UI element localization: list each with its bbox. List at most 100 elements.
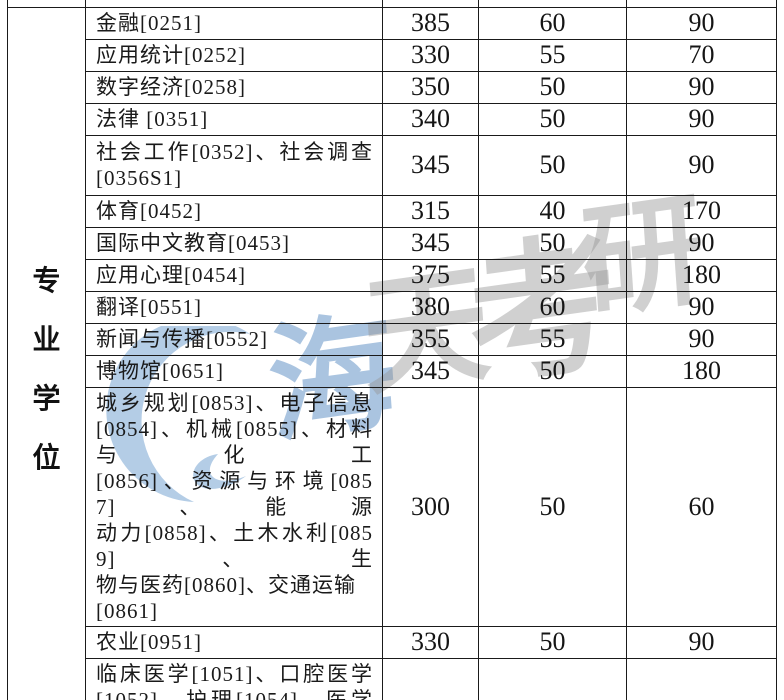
table-row: 新闻与传播[0552] 355 55 90: [8, 322, 777, 356]
section-label: 专业学位: [8, 251, 85, 487]
score-cell: 50: [478, 134, 627, 196]
table-row: 城乡规划[0853]、电子信息 [0854]、机械[0855]、材料与化工 [085…: [8, 386, 777, 627]
score-cell: 55: [478, 38, 627, 72]
score-cell: 170: [626, 194, 777, 228]
subject-text: 物与医药[0860]、交通运输[0861]: [96, 572, 356, 623]
table-row: 国际中文教育[0453] 345 50 90: [8, 226, 777, 260]
section-label-cell: 专业学位: [7, 6, 86, 700]
subject-text: 博物馆[0651]: [96, 359, 224, 383]
subject-cell: 法律 [0351]: [85, 102, 383, 136]
score-cell: 70: [626, 38, 777, 72]
subject-text: 社会工作[0352]、社会调查: [96, 140, 373, 164]
table-row: 社会工作[0352]、社会调查 [0356S1] 345 50 90: [8, 134, 777, 196]
subject-cell: 城乡规划[0853]、电子信息 [0854]、机械[0855]、材料与化工 [085…: [85, 386, 383, 627]
subject-text: 金融[0251]: [96, 11, 202, 35]
subject-cell: 社会工作[0352]、社会调查 [0356S1]: [85, 134, 383, 196]
score-cell: 380: [382, 290, 479, 324]
score-cell: 170: [626, 657, 777, 700]
subject-text: 体育[0452]: [96, 199, 202, 223]
table-row: 数字经济[0258] 350 50 90: [8, 70, 777, 104]
subject-text: 动力[0858]、土木水利[0859]、生: [96, 520, 373, 571]
subject-text: [0854]、机械[0855]、材料与化工: [96, 416, 373, 467]
table-row: 农业[0951] 330 50 90: [8, 625, 777, 659]
score-cell: 90: [626, 290, 777, 324]
score-cell: 55: [478, 258, 627, 292]
score-cell: 90: [626, 134, 777, 196]
score-cell: 50: [478, 354, 627, 388]
score-table: 专业学位金融[0251] 385 60 90 应用统计[0252] 330 55 70 数字经济…: [7, 0, 777, 700]
subject-text: 国际中文教育[0453]: [96, 231, 290, 255]
subject-cell: 体育[0452]: [85, 194, 383, 228]
subject-cell: 博物馆[0651]: [85, 354, 383, 388]
score-cell: 340: [382, 102, 479, 136]
subject-text: 数字经济[0258]: [96, 75, 246, 99]
score-cell: 355: [382, 322, 479, 356]
score-cell: 50: [478, 102, 627, 136]
subject-text: 应用心理[0454]: [96, 263, 246, 287]
score-cell: 310: [382, 657, 479, 700]
score-cell: 345: [382, 134, 479, 196]
subject-cell: 农业[0951]: [85, 625, 383, 659]
subject-text: 法律 [0351]: [96, 107, 209, 131]
subject-cell: 应用统计[0252]: [85, 38, 383, 72]
subject-text: 翻译[0551]: [96, 295, 202, 319]
score-cell: 375: [382, 258, 479, 292]
score-cell: 55: [478, 322, 627, 356]
subject-text: 城乡规划[0853]、电子信息: [96, 390, 373, 415]
score-cell: 60: [478, 290, 627, 324]
score-cell: 345: [382, 354, 479, 388]
score-cell: 315: [382, 194, 479, 228]
section-label-char: 位: [32, 442, 61, 473]
table-row: 体育[0452] 315 40 170: [8, 194, 777, 228]
subject-cell: 国际中文教育[0453]: [85, 226, 383, 260]
table-cell-partial: [626, 0, 777, 8]
subject-text: [1052]、护理[1054]、医学技术: [96, 687, 373, 700]
score-cell: 50: [478, 386, 627, 627]
table-row: 专业学位金融[0251] 385 60 90: [7, 6, 777, 700]
score-cell: 50: [478, 70, 627, 104]
score-cell: 330: [382, 625, 479, 659]
table-row: 临床医学[1051]、口腔医学[1052]、护理[1054]、医学技术[1058…: [8, 657, 777, 700]
score-cell: 350: [382, 70, 479, 104]
table-row: 法律 [0351] 340 50 90: [8, 102, 777, 136]
score-cell: 90: [626, 625, 777, 659]
table-cell-partial: [478, 0, 627, 8]
score-cell: 40: [478, 194, 627, 228]
score-cell: 90: [626, 226, 777, 260]
table-row: 翻译[0551] 380 60 90: [8, 290, 777, 324]
score-cell: 90: [626, 6, 777, 40]
score-cell: 50: [478, 226, 627, 260]
table-row: 应用统计[0252] 330 55 70: [8, 38, 777, 72]
score-cell: 330: [382, 38, 479, 72]
table-cell-partial: [7, 0, 86, 8]
subject-cell: 临床医学[1051]、口腔医学[1052]、护理[1054]、医学技术[1058…: [85, 657, 383, 700]
score-cell: 45: [478, 657, 627, 700]
table-row-partial: [7, 0, 777, 8]
score-cell: 90: [626, 70, 777, 104]
table-row: 博物馆[0651] 345 50 180: [8, 354, 777, 388]
table-cell-partial: [85, 0, 383, 8]
subject-cell: 新闻与传播[0552]: [85, 322, 383, 356]
subject-cell: 应用心理[0454]: [85, 258, 383, 292]
score-cell: 90: [626, 102, 777, 136]
score-cell: 90: [626, 322, 777, 356]
section-label-char: 专: [32, 265, 61, 296]
section-label-char: 业: [32, 324, 61, 355]
subject-text: [0856]、资源与环境[0857]、能源: [96, 468, 373, 519]
score-cell: 345: [382, 226, 479, 260]
score-cell: 180: [626, 354, 777, 388]
score-cell: 300: [382, 386, 479, 627]
subject-text: 应用统计[0252]: [96, 43, 246, 67]
score-cell: 385: [382, 6, 479, 40]
score-cell: 60: [626, 386, 777, 627]
table-cell-partial: [382, 0, 479, 8]
subject-text: 临床医学[1051]、口腔医学: [96, 661, 373, 686]
table-row: 应用心理[0454] 375 55 180: [8, 258, 777, 292]
subject-cell: 数字经济[0258]: [85, 70, 383, 104]
score-cell: 50: [478, 625, 627, 659]
subject-text: [0356S1]: [96, 166, 183, 190]
subject-text: 农业[0951]: [96, 630, 202, 654]
score-cell: 60: [478, 6, 627, 40]
section-label-char: 学: [32, 383, 61, 414]
